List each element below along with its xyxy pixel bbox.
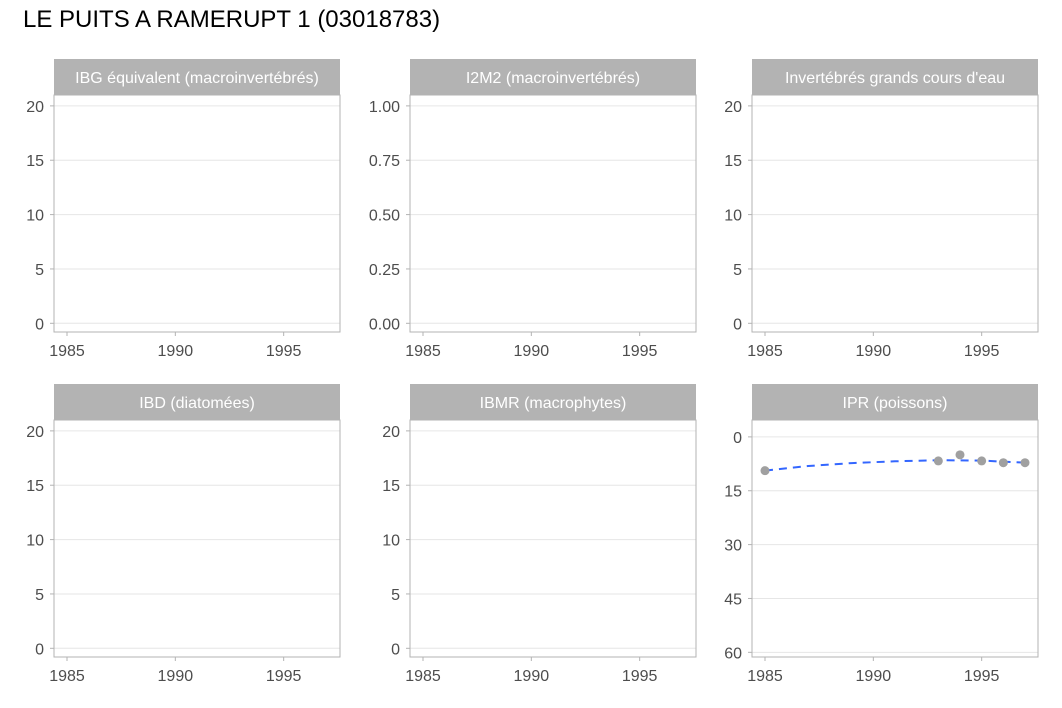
x-tick-label: 1985 [49, 668, 85, 685]
y-tick-label: 0.00 [369, 316, 400, 333]
facet-strip-title: Invertébrés grands cours d'eau [785, 70, 1005, 87]
facet-strip-title: IPR (poissons) [843, 395, 948, 412]
facet-strip [410, 59, 696, 95]
panel-border [751, 94, 1039, 333]
panel-border [751, 419, 1039, 658]
data-point [933, 456, 943, 466]
y-tick-label: 0.25 [369, 262, 400, 279]
facet-strip [410, 384, 696, 420]
y-tick-label: 30 [724, 538, 742, 555]
y-tick-label: 5 [733, 262, 742, 279]
panel-border [53, 419, 341, 658]
facet-strip [54, 59, 340, 95]
y-tick-label: 0 [391, 641, 400, 658]
y-tick-label: 20 [26, 424, 44, 441]
facet-panel: IPR (poissons) 0 15 30 45 60 1985 1990 1995 [724, 384, 1039, 685]
facet-strip [752, 59, 1038, 95]
x-tick-label: 1990 [856, 668, 892, 685]
y-tick-label: 20 [26, 99, 44, 116]
data-point [977, 456, 987, 466]
x-tick-label: 1985 [49, 343, 85, 360]
y-tick-label: 5 [35, 587, 44, 604]
y-tick-label: 0 [733, 430, 742, 447]
data-point [760, 466, 770, 476]
y-tick-label: 15 [724, 153, 742, 170]
x-tick-label: 1985 [747, 668, 783, 685]
y-tick-label: 15 [724, 484, 742, 501]
x-tick-label: 1990 [856, 343, 892, 360]
x-tick-label: 1990 [514, 343, 550, 360]
y-tick-label: 0 [35, 641, 44, 658]
y-tick-label: 60 [724, 645, 742, 662]
x-tick-label: 1995 [622, 668, 658, 685]
facet-strip-title: IBD (diatomées) [139, 395, 255, 412]
data-point [1020, 458, 1030, 468]
facet-strip-title: IBG équivalent (macroinvertébrés) [75, 70, 319, 87]
x-tick-label: 1995 [622, 343, 658, 360]
x-tick-label: 1995 [266, 668, 302, 685]
y-tick-label: 10 [382, 533, 400, 550]
y-tick-label: 5 [391, 587, 400, 604]
y-tick-label: 45 [724, 591, 742, 608]
page-title: LE PUITS A RAMERUPT 1 (03018783) [23, 6, 441, 33]
facet-panel: IBG équivalent (macroinvertébrés) 0 5 10 15 2… [26, 59, 341, 360]
x-tick-label: 1990 [514, 668, 550, 685]
x-tick-label: 1985 [405, 668, 441, 685]
y-tick-label: 20 [724, 99, 742, 116]
facet-strip-title: IBMR (macrophytes) [480, 395, 627, 412]
x-tick-label: 1985 [747, 343, 783, 360]
facet-strip [752, 384, 1038, 420]
panel-border [409, 94, 697, 333]
y-tick-label: 10 [724, 208, 742, 225]
panel-border [53, 94, 341, 333]
facet-strip [54, 384, 340, 420]
y-tick-label: 0.75 [369, 153, 400, 170]
x-tick-label: 1990 [158, 668, 194, 685]
x-tick-label: 1985 [405, 343, 441, 360]
y-tick-label: 10 [26, 208, 44, 225]
y-tick-label: 0 [35, 316, 44, 333]
facet-panel: IBMR (macrophytes) 0 5 10 15 20 1985 1990 1995 [382, 384, 697, 685]
y-tick-label: 0.50 [369, 208, 400, 225]
y-tick-label: 10 [26, 533, 44, 550]
y-tick-label: 0 [733, 316, 742, 333]
x-tick-label: 1995 [266, 343, 302, 360]
facet-panel: I2M2 (macroinvertébrés) 0.00 0.25 0.50 0.75 1… [369, 59, 697, 360]
facet-panel: Invertébrés grands cours d'eau 0 5 10 15 20 19… [724, 59, 1039, 360]
facet-strip-title: I2M2 (macroinvertébrés) [466, 70, 640, 87]
y-tick-label: 15 [382, 478, 400, 495]
y-tick-label: 1.00 [369, 99, 400, 116]
y-tick-label: 15 [26, 153, 44, 170]
x-tick-label: 1995 [964, 668, 1000, 685]
data-point [955, 450, 965, 460]
panel-border [409, 419, 697, 658]
y-tick-label: 15 [26, 478, 44, 495]
y-tick-label: 5 [35, 262, 44, 279]
y-tick-label: 20 [382, 424, 400, 441]
facet-panel: IBD (diatomées) 0 5 10 15 20 1985 1990 1995 [26, 384, 341, 685]
x-tick-label: 1995 [964, 343, 1000, 360]
x-tick-label: 1990 [158, 343, 194, 360]
data-point [998, 458, 1008, 468]
